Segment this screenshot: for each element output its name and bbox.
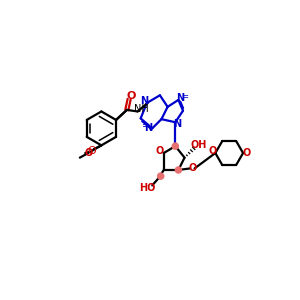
Text: HO: HO	[139, 184, 155, 194]
Text: N: N	[144, 123, 152, 134]
Text: O: O	[242, 148, 250, 158]
Text: N: N	[174, 119, 182, 129]
Text: O: O	[189, 164, 197, 173]
Text: =: =	[142, 121, 150, 131]
Text: N: N	[140, 96, 148, 106]
Text: N: N	[176, 93, 184, 103]
Text: O: O	[156, 146, 164, 157]
Circle shape	[175, 167, 182, 173]
Text: O: O	[84, 148, 92, 158]
Circle shape	[158, 173, 164, 179]
Text: =: =	[181, 92, 188, 101]
Text: NH: NH	[134, 104, 149, 114]
Circle shape	[172, 143, 178, 149]
Text: O: O	[126, 91, 135, 101]
Text: OH: OH	[190, 140, 207, 150]
Text: O: O	[208, 146, 216, 157]
Text: O: O	[87, 146, 96, 157]
